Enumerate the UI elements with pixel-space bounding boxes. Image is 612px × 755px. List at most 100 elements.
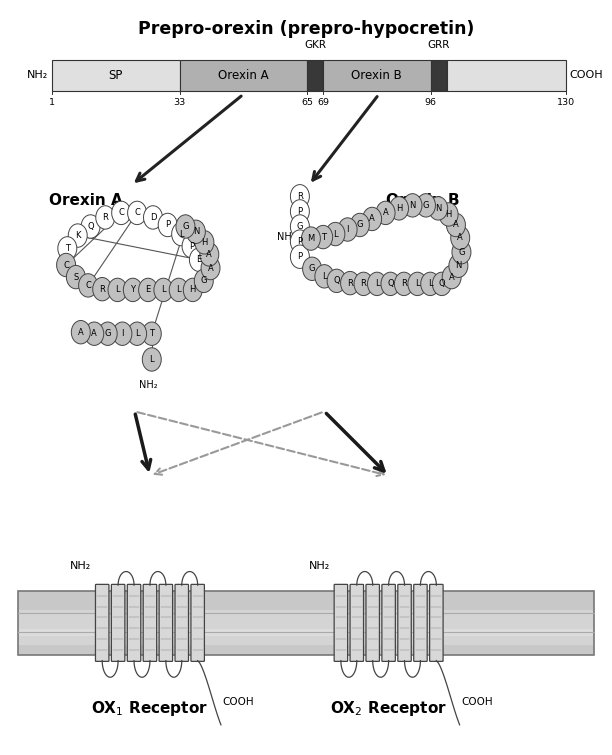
Circle shape <box>381 273 400 295</box>
Text: Prepro-orexin (prepro-hypocretin): Prepro-orexin (prepro-hypocretin) <box>138 20 474 38</box>
Text: L: L <box>176 285 181 294</box>
Circle shape <box>113 322 132 345</box>
Text: 130: 130 <box>557 98 575 107</box>
Text: OX$_1$ Receptor: OX$_1$ Receptor <box>91 698 209 718</box>
Text: OX$_2$ Receptor: OX$_2$ Receptor <box>330 698 447 718</box>
FancyBboxPatch shape <box>159 584 173 661</box>
Circle shape <box>450 226 470 249</box>
Text: L: L <box>135 329 140 338</box>
Circle shape <box>195 270 214 292</box>
Bar <box>323 60 431 91</box>
Circle shape <box>78 274 98 297</box>
Circle shape <box>182 234 201 258</box>
Circle shape <box>303 257 322 280</box>
Circle shape <box>416 194 436 217</box>
Text: G: G <box>297 222 303 231</box>
Text: R: R <box>360 279 367 288</box>
Bar <box>18 591 594 655</box>
Text: 69: 69 <box>317 98 329 107</box>
Circle shape <box>143 348 162 371</box>
Circle shape <box>403 194 422 217</box>
Circle shape <box>338 217 357 242</box>
Circle shape <box>452 240 471 263</box>
Text: G: G <box>201 276 207 285</box>
Text: H: H <box>446 210 452 219</box>
Text: T: T <box>321 233 326 242</box>
Circle shape <box>439 203 458 226</box>
Bar <box>52 60 179 91</box>
Bar <box>431 60 447 91</box>
Text: L: L <box>115 285 120 294</box>
Text: NH₂: NH₂ <box>277 232 296 242</box>
Circle shape <box>58 237 77 260</box>
Circle shape <box>354 273 373 295</box>
Text: 33: 33 <box>173 98 185 107</box>
Text: R: R <box>401 279 407 288</box>
Circle shape <box>84 322 104 345</box>
Circle shape <box>421 273 439 295</box>
Circle shape <box>367 273 387 295</box>
Bar <box>18 591 594 655</box>
Text: COOH: COOH <box>570 70 603 81</box>
Circle shape <box>447 213 465 237</box>
FancyBboxPatch shape <box>430 584 443 661</box>
FancyBboxPatch shape <box>350 584 364 661</box>
Circle shape <box>66 265 86 288</box>
Text: G: G <box>309 264 315 273</box>
Circle shape <box>315 265 334 288</box>
Circle shape <box>171 223 191 246</box>
Text: C: C <box>134 208 140 217</box>
Text: G: G <box>423 201 429 210</box>
Text: A: A <box>91 329 97 338</box>
Circle shape <box>362 207 382 231</box>
Text: NH₂: NH₂ <box>27 70 48 81</box>
Text: P: P <box>189 242 194 251</box>
Circle shape <box>442 265 461 288</box>
Text: L: L <box>415 279 420 288</box>
Text: R: R <box>99 285 105 294</box>
Circle shape <box>291 199 309 223</box>
Text: H: H <box>201 238 207 247</box>
Text: Q: Q <box>387 279 394 288</box>
Circle shape <box>124 279 142 301</box>
Bar <box>18 610 594 645</box>
Circle shape <box>302 226 321 250</box>
Text: GKR: GKR <box>304 40 326 50</box>
Text: N: N <box>435 204 441 213</box>
Text: T: T <box>65 244 70 253</box>
Text: E: E <box>196 255 201 264</box>
Text: L: L <box>322 272 327 281</box>
Text: P: P <box>297 207 302 216</box>
Circle shape <box>187 220 206 244</box>
Circle shape <box>176 214 195 239</box>
Circle shape <box>390 197 409 220</box>
Text: G: G <box>357 220 363 230</box>
Text: A: A <box>453 220 459 230</box>
Text: Orexin B: Orexin B <box>351 69 402 82</box>
Text: P: P <box>297 237 302 246</box>
Text: Orexin B: Orexin B <box>386 193 459 208</box>
Bar <box>18 629 594 636</box>
Text: P: P <box>297 252 302 261</box>
Text: Q: Q <box>439 279 445 288</box>
Circle shape <box>138 279 157 301</box>
Circle shape <box>327 270 346 292</box>
Bar <box>179 60 307 91</box>
FancyBboxPatch shape <box>111 584 125 661</box>
FancyBboxPatch shape <box>334 584 348 661</box>
Circle shape <box>127 322 147 345</box>
Text: L: L <box>149 355 154 364</box>
Text: Orexin A: Orexin A <box>49 193 123 208</box>
Text: Y: Y <box>130 285 135 294</box>
Text: D: D <box>150 213 156 222</box>
Text: Orexin A: Orexin A <box>218 69 269 82</box>
Circle shape <box>81 214 100 239</box>
Circle shape <box>432 273 451 295</box>
Text: G: G <box>182 222 188 231</box>
Text: T: T <box>149 329 154 338</box>
Text: E: E <box>146 285 151 294</box>
Circle shape <box>69 224 88 248</box>
Text: S: S <box>73 273 78 282</box>
Text: L: L <box>375 279 379 288</box>
Text: N: N <box>193 227 199 236</box>
